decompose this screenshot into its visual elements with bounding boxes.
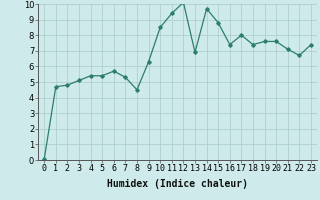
X-axis label: Humidex (Indice chaleur): Humidex (Indice chaleur)	[107, 179, 248, 189]
